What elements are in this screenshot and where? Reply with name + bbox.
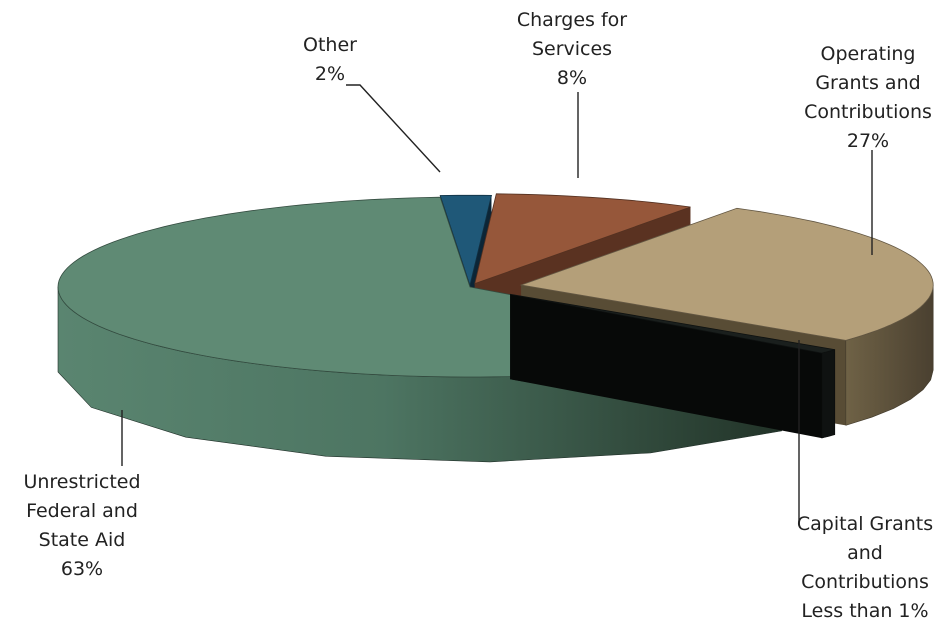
slice-label-line: Contributions — [801, 571, 929, 593]
slice-label-line: Capital Grants — [797, 513, 933, 535]
pie-slice-side — [821, 349, 836, 439]
slice-label-line: Operating — [821, 43, 916, 65]
slice-label-line: Other — [303, 34, 357, 56]
pie-slice-top — [439, 194, 493, 287]
slice-label-line: 27% — [847, 130, 889, 152]
slice-label-unrestricted-federal-and-state-aid: Unrestricted Federal and State Aid 63% — [23, 471, 140, 580]
slice-label-line: State Aid — [39, 529, 126, 551]
slice-label-operating-grants-and-contributions: Operating Grants and Contributions 27% — [804, 43, 932, 152]
slice-label-line: Less than 1% — [801, 600, 928, 622]
slice-label-line: Federal and — [26, 500, 138, 522]
slice-label-line: Contributions — [804, 101, 932, 123]
slice-label-line: Grants and — [815, 72, 920, 94]
slice-label-line: and — [847, 542, 883, 564]
pie-slice-wall — [510, 294, 822, 439]
pie-slice-capital-grants-and-contributions — [510, 293, 836, 439]
slice-label-line: Unrestricted — [23, 471, 140, 493]
slice-label-other: Other 2% — [303, 34, 357, 85]
slice-label-line: 2% — [315, 63, 345, 85]
pie-slice-top — [510, 293, 835, 354]
leader-line-other — [346, 84, 441, 173]
slice-label-charges-for-services: Charges for Services 8% — [517, 9, 627, 89]
pie-slice-top — [474, 193, 691, 285]
pie-slice-top — [519, 207, 934, 341]
slice-label-line: 63% — [61, 558, 103, 580]
slice-label-line: Charges for — [517, 9, 627, 31]
slice-label-line: 8% — [557, 67, 587, 89]
slice-label-line: Services — [532, 38, 612, 60]
slice-label-capital-grants-and-contributions: Capital Grants and Contributions Less than … — [797, 513, 933, 622]
